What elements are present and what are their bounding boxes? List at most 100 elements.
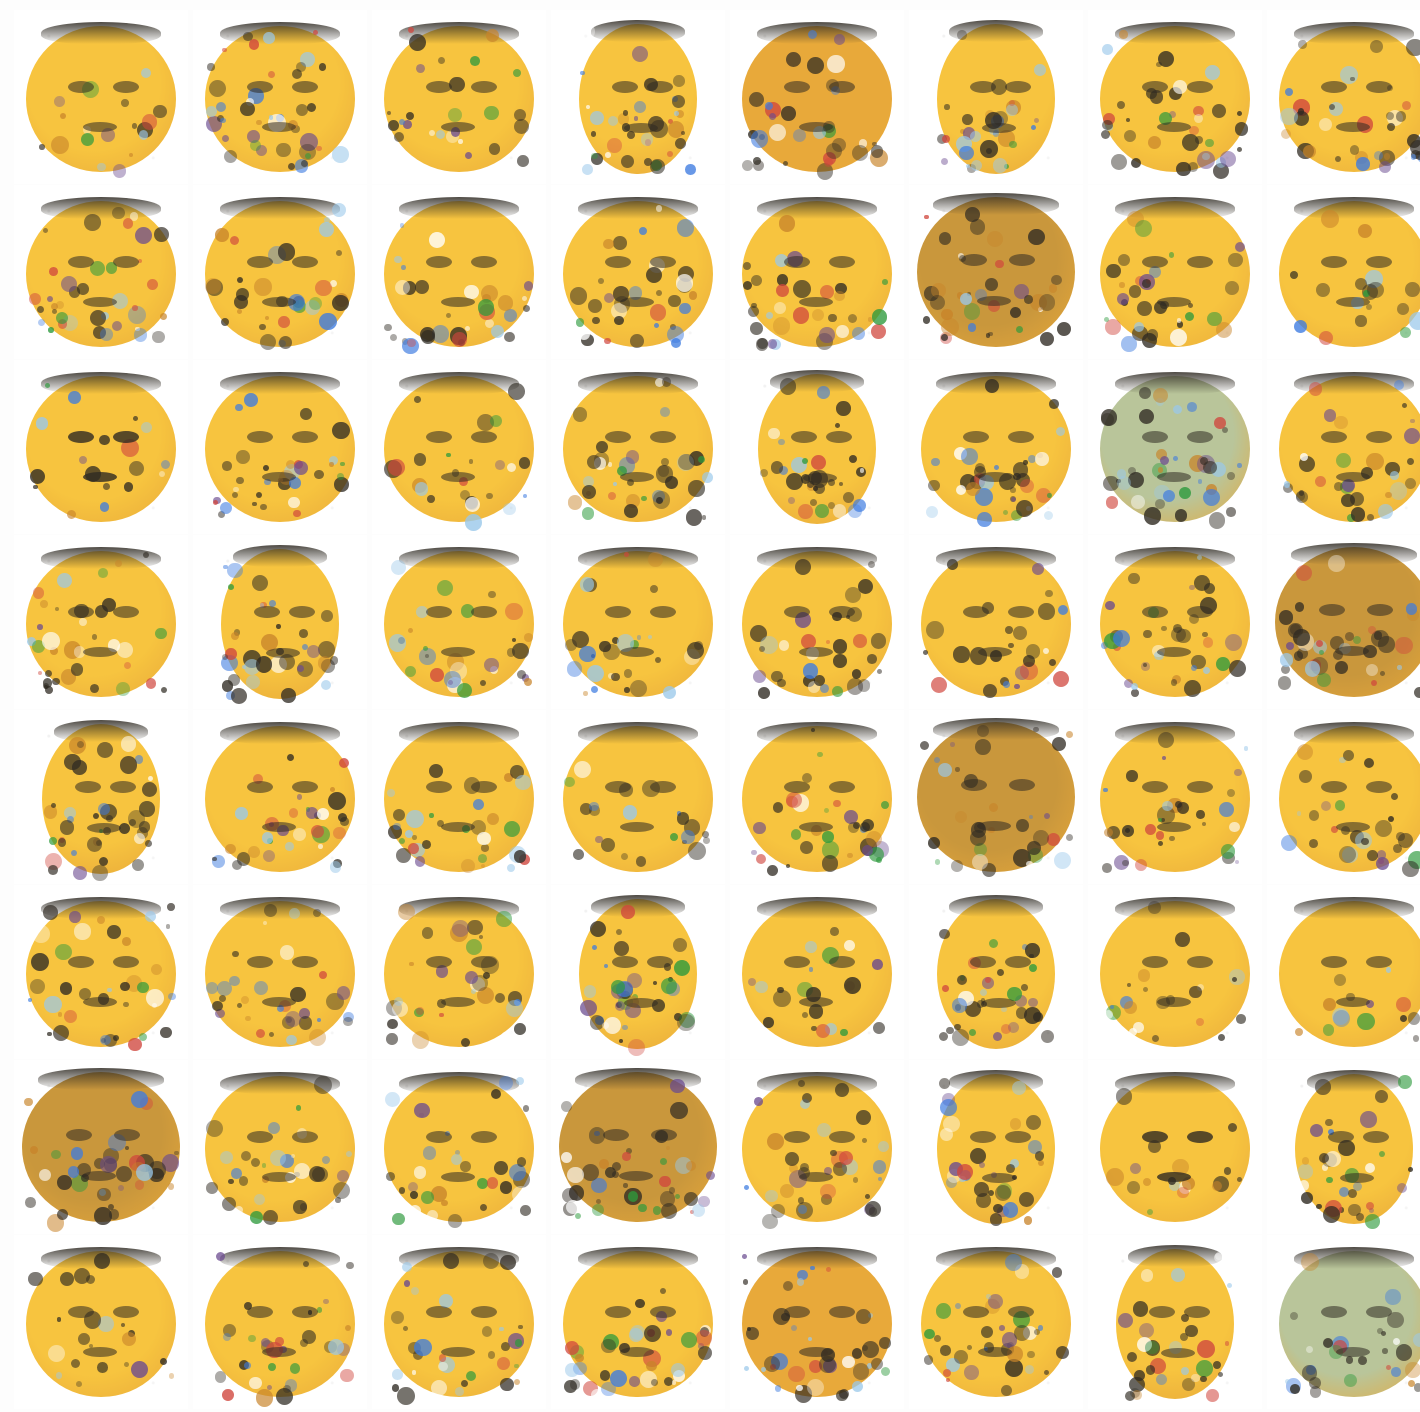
noise-blot (670, 338, 681, 349)
mouth (83, 997, 117, 1008)
eye-right (650, 1129, 677, 1141)
noise-blot (820, 284, 835, 299)
eye-right (1187, 1131, 1213, 1144)
noise-blot (1395, 111, 1407, 122)
noise-blot (1356, 157, 1370, 171)
noise-blot (1001, 1006, 1007, 1012)
noise-blot (1015, 1007, 1028, 1019)
noise-blot (161, 686, 168, 694)
hair-shape (220, 722, 340, 744)
noise-blot (1207, 312, 1222, 327)
noise-blot (766, 864, 778, 876)
mouth (1336, 297, 1370, 308)
noise-blot (953, 646, 970, 663)
noise-blot (824, 807, 830, 813)
noise-blot (1221, 426, 1228, 433)
eye-right (471, 1306, 497, 1319)
noise-blot (987, 1293, 1004, 1309)
noise-blot (500, 1377, 514, 1392)
noise-blot (818, 1355, 837, 1374)
noise-blot (779, 378, 796, 395)
noise-blot (1189, 585, 1195, 591)
noise-blot (1398, 1075, 1412, 1090)
noise-blot (814, 504, 829, 519)
noise-blot (1398, 833, 1414, 848)
noise-blot (1048, 284, 1058, 293)
sample-tile (1267, 360, 1420, 534)
noise-blot (970, 159, 983, 172)
noise-blot (832, 639, 848, 654)
noise-blot (300, 1339, 309, 1348)
eye-left (605, 1306, 631, 1319)
noise-blot (799, 840, 814, 855)
noise-blot (58, 319, 68, 329)
noise-blot (821, 1193, 832, 1205)
noise-blot (1012, 625, 1028, 640)
noise-blot (1315, 1079, 1331, 1095)
eye-left (247, 81, 273, 94)
noise-blot (138, 130, 149, 141)
noise-blot (681, 1332, 698, 1349)
noise-blot (402, 281, 417, 296)
noise-blot (253, 774, 263, 785)
noise-blot (103, 483, 111, 491)
noise-blot (497, 294, 514, 311)
noise-blot (672, 937, 687, 953)
eye-left (426, 606, 452, 619)
noise-blot (318, 844, 323, 849)
noise-blot (819, 683, 829, 693)
noise-blot (394, 996, 404, 1006)
noise-blot (604, 337, 611, 345)
noise-blot (698, 1195, 711, 1208)
noise-blot (1105, 600, 1116, 611)
noise-blot (100, 328, 113, 341)
noise-blot (1102, 44, 1114, 55)
sample-tile (193, 1060, 367, 1234)
noise-blot (275, 1387, 293, 1405)
noise-blot (221, 1196, 236, 1211)
noise-blot (830, 1149, 838, 1157)
noise-blot (1280, 107, 1298, 126)
noise-blot (295, 1105, 301, 1111)
noise-blot (1029, 294, 1047, 312)
noise-blot (1119, 282, 1125, 288)
noise-blot (589, 1015, 605, 1030)
noise-blot (587, 454, 602, 469)
noise-blot (295, 104, 309, 117)
sample-tile (14, 885, 188, 1059)
noise-blot (504, 309, 518, 322)
noise-blot (621, 905, 635, 919)
noise-blot (577, 327, 591, 340)
noise-blot (1102, 119, 1114, 131)
noise-blot (1374, 1089, 1389, 1103)
noise-blot (595, 441, 608, 453)
noise-blot (626, 479, 635, 487)
noise-blot (828, 502, 835, 510)
noise-blot (1237, 463, 1242, 468)
noise-blot (260, 333, 277, 350)
noise-blot (252, 574, 269, 592)
noise-blot (802, 663, 819, 679)
noise-blot (788, 497, 795, 504)
noise-blot (107, 924, 121, 939)
noise-blot (594, 1130, 601, 1137)
eye-right (292, 781, 318, 794)
noise-blot (641, 133, 654, 146)
noise-blot (496, 911, 512, 927)
noise-blot (1389, 482, 1408, 500)
noise-blot (1194, 113, 1204, 123)
sample-tile (1088, 1235, 1262, 1409)
noise-blot (248, 38, 260, 50)
noise-blot (482, 972, 490, 980)
eye-right (1187, 606, 1213, 619)
noise-blot (1355, 1213, 1364, 1222)
noise-blot (318, 221, 334, 237)
noise-blot (277, 1004, 285, 1012)
eye-left (963, 606, 989, 619)
noise-blot (1140, 1269, 1153, 1282)
eye-left (603, 1129, 630, 1141)
sample-tile (730, 1060, 904, 1234)
noise-blot (280, 688, 296, 703)
noise-blot (742, 281, 753, 291)
noise-blot (1402, 100, 1412, 110)
